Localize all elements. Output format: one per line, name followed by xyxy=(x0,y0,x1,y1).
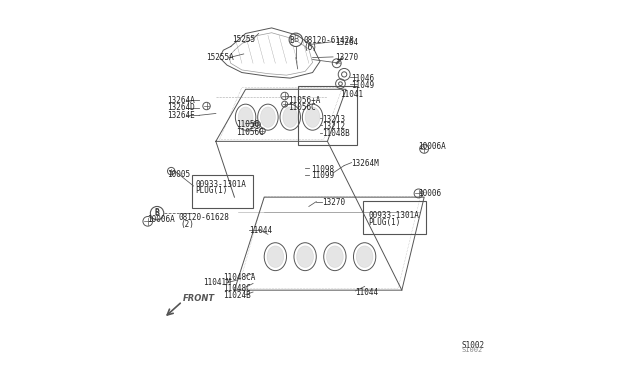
Text: 15255A: 15255A xyxy=(205,53,234,62)
Text: 13270: 13270 xyxy=(335,53,358,62)
Text: 11056: 11056 xyxy=(236,120,259,129)
Text: B: B xyxy=(154,209,159,218)
Text: S1002: S1002 xyxy=(461,347,483,353)
Text: 08120-61628: 08120-61628 xyxy=(179,213,230,222)
Text: 11046: 11046 xyxy=(351,74,375,83)
Text: 13264E: 13264E xyxy=(168,111,195,120)
Text: 11041M: 11041M xyxy=(203,278,230,287)
Text: 11056C: 11056C xyxy=(289,103,316,112)
Text: 11048CA: 11048CA xyxy=(223,273,255,282)
Text: 11099: 11099 xyxy=(310,171,334,180)
Ellipse shape xyxy=(305,107,320,127)
Text: B: B xyxy=(293,35,298,44)
Text: 13213: 13213 xyxy=(322,115,345,124)
Ellipse shape xyxy=(238,107,253,127)
Text: 00933-1301A: 00933-1301A xyxy=(195,180,246,189)
Bar xyxy=(191,175,253,208)
Text: 11041: 11041 xyxy=(340,90,364,99)
Ellipse shape xyxy=(356,246,373,267)
Ellipse shape xyxy=(267,246,284,267)
Text: 15255: 15255 xyxy=(232,35,255,44)
Text: B: B xyxy=(155,208,159,217)
Ellipse shape xyxy=(297,246,314,267)
Text: 11048B: 11048B xyxy=(322,129,349,138)
Text: FRONT: FRONT xyxy=(182,294,214,303)
Text: S1002: S1002 xyxy=(461,341,484,350)
Text: 11056C: 11056C xyxy=(236,128,264,137)
Text: 11056+A: 11056+A xyxy=(289,96,321,105)
Text: 13264A: 13264A xyxy=(168,96,195,105)
Text: 13264M: 13264M xyxy=(351,159,380,168)
Ellipse shape xyxy=(283,107,298,127)
Text: PLUG(1): PLUG(1) xyxy=(195,186,228,195)
Text: 13264D: 13264D xyxy=(168,103,195,112)
Text: B: B xyxy=(290,36,294,45)
Text: 11048C: 11048C xyxy=(223,284,251,293)
Text: 11044: 11044 xyxy=(355,288,378,296)
Ellipse shape xyxy=(326,246,343,267)
Ellipse shape xyxy=(260,107,275,127)
Text: 10005: 10005 xyxy=(168,170,191,179)
Text: 11044: 11044 xyxy=(250,226,273,235)
Text: 11024B: 11024B xyxy=(223,291,251,300)
Text: 10006A: 10006A xyxy=(419,142,446,151)
Text: 10006: 10006 xyxy=(419,189,442,198)
Bar xyxy=(363,201,426,234)
Text: 00933-1301A: 00933-1301A xyxy=(369,211,419,220)
Text: PLUG(1): PLUG(1) xyxy=(369,218,401,227)
Text: 13212: 13212 xyxy=(322,122,345,131)
Text: (6): (6) xyxy=(303,43,317,52)
Text: 11049: 11049 xyxy=(351,81,375,90)
Bar xyxy=(298,86,357,145)
Text: 08120-61428: 08120-61428 xyxy=(303,36,354,45)
Text: 11098: 11098 xyxy=(310,165,334,174)
Text: 13264: 13264 xyxy=(335,38,358,47)
Text: (2): (2) xyxy=(180,220,195,229)
Text: 13270: 13270 xyxy=(322,198,345,207)
Text: 10006A: 10006A xyxy=(147,215,175,224)
